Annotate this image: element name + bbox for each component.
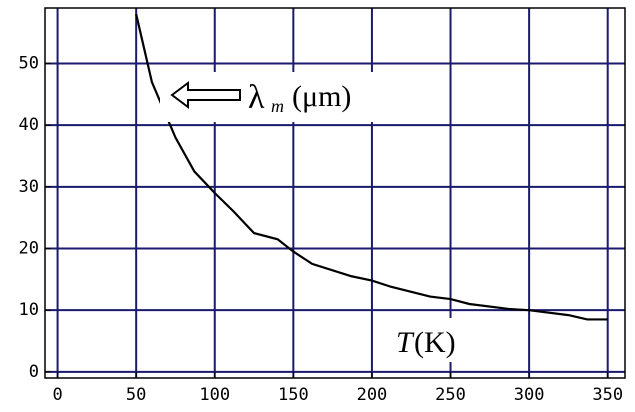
x-tick-label: 0 (52, 385, 62, 405)
y-tick-label: 40 (19, 115, 39, 135)
x-tick-label: 150 (278, 385, 309, 405)
plot-frame (44, 7, 626, 379)
grid (45, 8, 625, 378)
y-label-symbol: λ (248, 79, 265, 116)
x-tick-label: 50 (126, 385, 146, 405)
y-label-unit: (μm) (292, 80, 351, 113)
y-tick-label: 0 (29, 362, 39, 382)
plot (135, 13, 608, 321)
x-tick-label: 350 (592, 385, 623, 405)
y-tick-label: 30 (19, 177, 39, 197)
arrow (170, 81, 241, 109)
x-label-unit: (K) (414, 326, 456, 359)
y-tick-label: 10 (19, 300, 39, 320)
y-tick-label: 50 (19, 54, 39, 74)
data-line (135, 13, 608, 321)
y-label-subscript: m (271, 96, 284, 116)
x-label-symbol: T (396, 326, 415, 359)
y-tick-label: 20 (19, 239, 39, 259)
annotation-box (390, 318, 480, 362)
x-tick-label: 100 (199, 385, 230, 405)
x-tick-label: 300 (514, 385, 545, 405)
x-tick-label: 250 (435, 385, 466, 405)
x-tick-label: 200 (357, 385, 388, 405)
